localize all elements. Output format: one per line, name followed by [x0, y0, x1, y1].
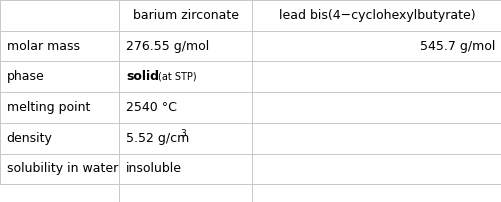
Text: 3: 3	[180, 129, 185, 138]
Text: 5.52 g/cm: 5.52 g/cm	[126, 132, 189, 145]
Text: solubility in water: solubility in water	[7, 162, 118, 175]
Text: solid: solid	[126, 70, 159, 83]
Text: density: density	[7, 132, 52, 145]
Text: (at STP): (at STP)	[157, 72, 196, 82]
Text: barium zirconate: barium zirconate	[132, 9, 238, 22]
Text: melting point: melting point	[7, 101, 90, 114]
Text: lead bis(4−cyclohexylbutyrate): lead bis(4−cyclohexylbutyrate)	[278, 9, 474, 22]
Text: insoluble: insoluble	[126, 162, 182, 175]
Text: phase: phase	[7, 70, 44, 83]
Text: 545.7 g/mol: 545.7 g/mol	[419, 40, 494, 53]
Text: 2540 °C: 2540 °C	[126, 101, 176, 114]
Text: 276.55 g/mol: 276.55 g/mol	[126, 40, 209, 53]
Text: molar mass: molar mass	[7, 40, 79, 53]
